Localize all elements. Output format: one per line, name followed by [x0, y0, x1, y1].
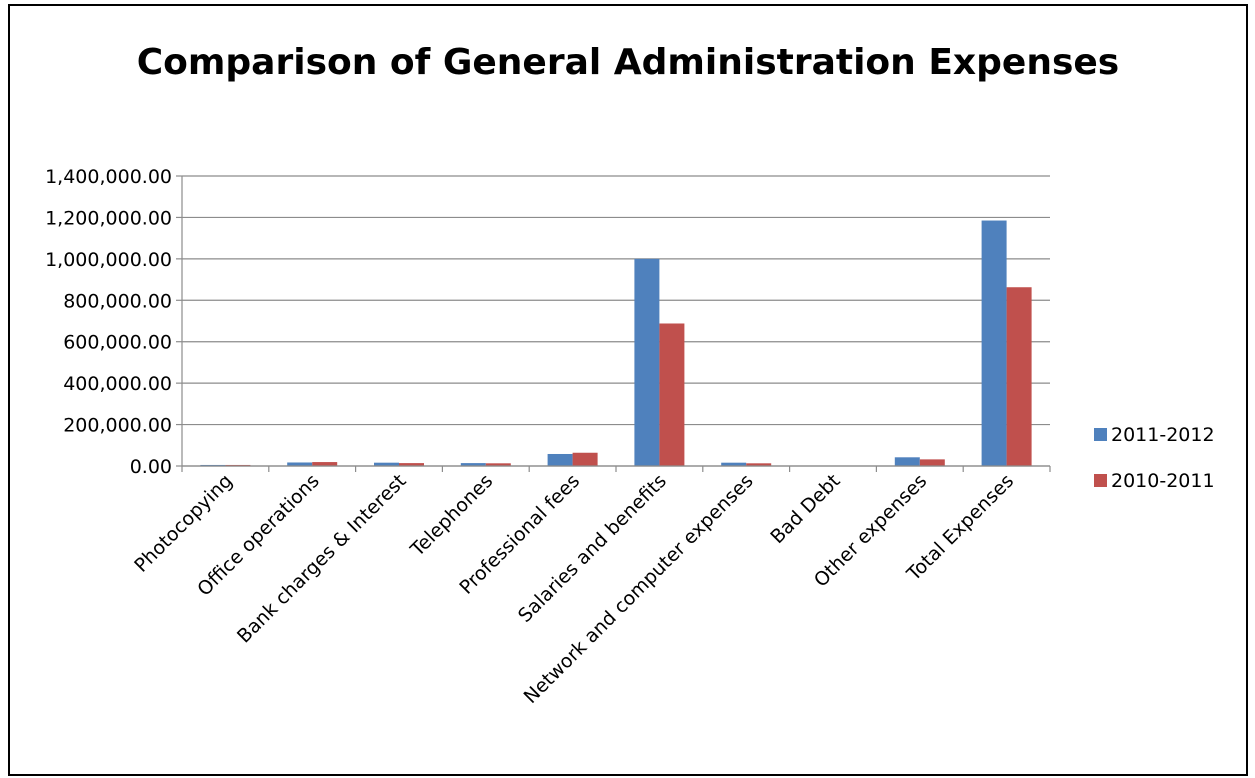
bar-2011-2012-9	[895, 457, 920, 466]
x-tick-label: Telephones	[406, 470, 498, 562]
chart-frame: Comparison of General Administration Exp…	[8, 4, 1248, 776]
y-tick-label: 1,000,000.00	[45, 249, 172, 271]
bar-2010-2011-5	[573, 453, 598, 466]
y-tick-label: 200,000.00	[63, 415, 172, 437]
legend-label: 2011-2012	[1111, 424, 1215, 446]
bar-2010-2011-10	[1007, 287, 1032, 466]
bar-2011-2012-6	[634, 259, 659, 466]
chart-plot: 0.00 200,000.00 400,000.00 600,000.00 800,00…	[10, 6, 1246, 774]
x-tick-label: Bad Debt	[766, 470, 844, 548]
y-tick-label: 1,200,000.00	[45, 207, 172, 229]
bar-2011-2012-10	[982, 221, 1007, 466]
bar-2011-2012-5	[548, 454, 573, 466]
legend-swatch-2011-2012	[1094, 428, 1107, 441]
x-tick-label: Bank charges & Interest	[233, 470, 411, 648]
y-tick-label: 1,400,000.00	[45, 166, 172, 188]
y-tick-label: 800,000.00	[63, 290, 172, 312]
y-tick-label: 0.00	[130, 456, 172, 478]
y-tick-label: 400,000.00	[63, 373, 172, 395]
x-tick-label: Salaries and benefits	[514, 470, 671, 627]
y-tick-label: 600,000.00	[63, 332, 172, 354]
legend-swatch-2010-2011	[1094, 474, 1107, 487]
bar-2010-2011-9	[920, 459, 945, 466]
bar-2010-2011-6	[659, 323, 684, 466]
legend-label: 2010-2011	[1111, 470, 1215, 492]
